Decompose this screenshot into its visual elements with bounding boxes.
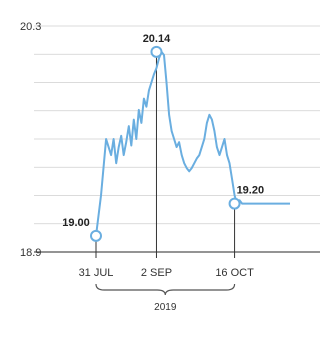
data-marker [90, 229, 102, 242]
y-tick-label: 18.9 [20, 247, 41, 259]
y-axis-tick-labels: 20.3 18.9 [20, 21, 41, 259]
data-marker [150, 45, 163, 58]
y-tick-label: 20.3 [20, 21, 41, 33]
data-marker [228, 197, 241, 210]
data-label: 19.00 [62, 217, 90, 229]
year-label: 2019 [154, 302, 177, 313]
x-tick-label: 2 SEP [141, 267, 172, 279]
x-tick-label: 16 OCT [215, 267, 254, 279]
data-label: 20.14 [143, 33, 171, 45]
x-tick-label: 31 JUL [79, 267, 114, 279]
data-label: 19.20 [237, 185, 265, 197]
data-markers [90, 45, 241, 242]
series-line [95, 50, 290, 237]
x-axis-tick-labels: 31 JUL 2 SEP 16 OCT [79, 267, 255, 279]
gridlines [34, 25, 320, 253]
year-bracket [95, 283, 236, 296]
data-labels: 19.00 20.14 19.20 [62, 33, 264, 229]
